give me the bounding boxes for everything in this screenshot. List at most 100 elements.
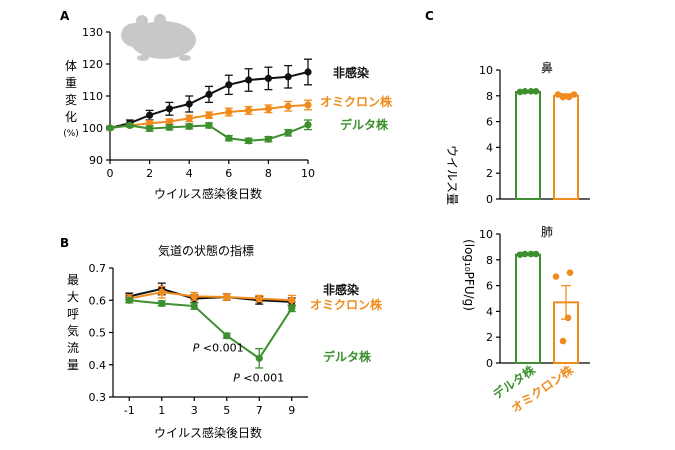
panel-a-label: A [60,9,70,23]
series-label: オミクロン株 [320,94,393,109]
data-point [284,102,292,110]
data-point [165,123,173,131]
data-point [245,106,253,114]
y-tick-label: 110 [82,90,103,103]
data-point [205,121,213,130]
bar [553,94,579,200]
series-label: デルタ株 [340,117,389,132]
y-tick-label: 0.6 [89,294,107,307]
series-label: オミクロン株 [310,297,383,312]
x-tick-label: 0 [107,167,114,180]
ylabel-char: 呼 [67,307,79,321]
subplot-title: 肺 [541,225,553,239]
data-point [527,250,535,258]
data-point [190,292,198,300]
y-tick-label: 2 [486,331,493,344]
series-1 [125,285,296,306]
data-point [245,137,253,145]
x-tick-label: 4 [186,167,193,180]
data-point [158,288,166,296]
data-point [185,114,193,122]
series-line [129,287,292,303]
data-point [565,93,573,101]
data-point [185,100,193,108]
ylabel-char: 気 [67,323,79,338]
data-point [223,293,231,301]
panel-b-xlabel: ウイルス感染後日数 [154,425,262,440]
data-point [304,101,312,109]
series-2 [125,296,296,369]
data-point [566,269,574,277]
ylabel-char: 大 [67,290,79,304]
data-point [264,135,272,143]
y-tick-label: 100 [82,122,103,135]
x-tick-label: 5 [223,404,230,417]
data-point [190,302,198,310]
data-point [559,93,567,101]
x-tick-label: 10 [301,167,315,180]
y-tick-label: 8 [486,90,493,103]
y-tick-label: 0.5 [89,327,107,340]
data-point [223,332,231,340]
data-point [554,91,562,98]
panel-b-title: 気道の状態の指標 [158,243,254,258]
x-tick-label: 9 [288,404,295,417]
data-point [516,88,524,96]
data-point [165,118,173,126]
data-point [125,296,133,304]
series-label: デルタ株 [323,349,372,364]
data-point [527,87,535,95]
ylabel-char: 化 [65,110,77,124]
x-tick-label: 3 [191,404,198,417]
data-point [146,111,154,119]
subplot-0: 0 2 4 6 8 10 鼻 [479,60,590,206]
bar [515,253,541,364]
x-tick-label: 6 [225,167,232,180]
data-point [225,134,233,142]
data-point [521,87,529,95]
data-point [185,122,193,130]
data-point [304,68,312,76]
data-point [255,295,263,303]
y-tick-label: 4 [486,305,493,318]
subplot-1: 0 2 4 6 8 10 肺 [479,225,590,370]
data-point [552,273,560,280]
x-tick-label: 7 [256,404,263,417]
data-point [205,90,213,98]
ylabel-char: 流 [67,341,79,355]
series-2 [106,119,312,145]
data-point [146,119,154,127]
data-point [532,250,540,258]
series-0 [106,58,312,132]
data-point [304,121,312,129]
data-point [288,304,296,312]
data-point [288,296,296,304]
subplot-title: 鼻 [541,60,553,75]
data-point [516,251,524,258]
hamster-icon [121,14,196,61]
y-tick-label: 0.7 [89,262,107,275]
data-point [158,299,166,308]
y-tick-label: 0.3 [89,391,107,404]
data-point [146,125,154,133]
x-tick-label: 8 [265,167,272,180]
data-point [126,121,134,130]
y-tick-label: 0 [486,357,493,370]
y-tick-label: 10 [479,228,493,241]
data-point [559,337,567,345]
p-value-annotation: P <0.001 [233,371,284,384]
y-tick-label: 4 [486,141,493,154]
panel-c-ylabel-unit: (log₁₀PFU/g) [462,239,476,311]
data-point [564,314,572,322]
series-label: 非感染 [333,65,370,80]
x-tick-label: 1 [158,404,165,417]
ylabel-char: 体 [65,59,77,73]
y-tick-label: 2 [486,167,493,180]
panel-b-label: B [60,236,69,250]
